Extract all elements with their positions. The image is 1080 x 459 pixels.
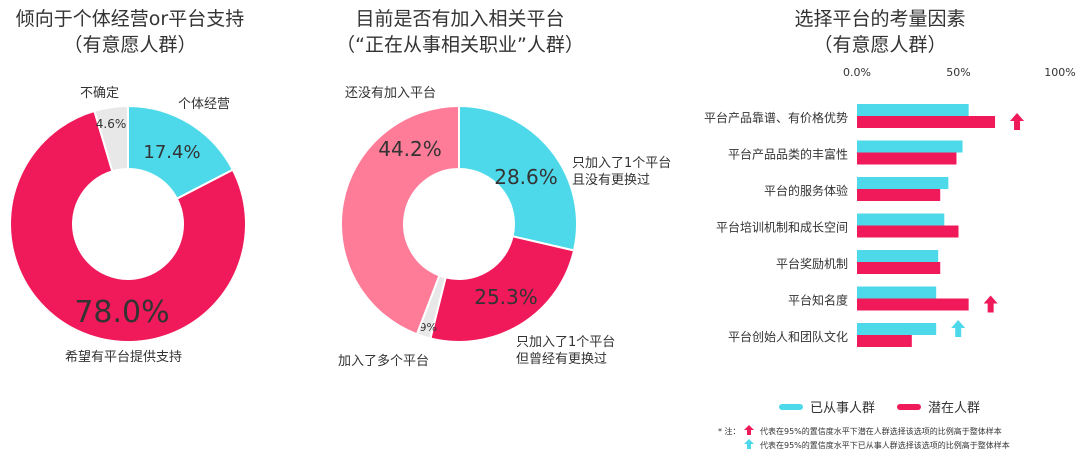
chart3-note-arrow-icon-0 bbox=[744, 425, 754, 435]
chart2-title-block: 目前是否有加入相关平台 （“正在从事相关职业”人群） bbox=[330, 6, 590, 58]
chart1-value-label-0: 17.4% bbox=[143, 142, 200, 163]
chart3-note-text-1: 代表在95%的置信度水平下已从事人群选择该选项的比例高于整体样本 bbox=[760, 440, 1010, 450]
chart3-title: 选择平台的考量因素 bbox=[794, 8, 966, 30]
chart3-subtitle: （有意愿人群） bbox=[813, 34, 947, 56]
chart2-subtitle: （“正在从事相关职业”人群） bbox=[336, 34, 584, 56]
chart3-significance-arrow-icon-0 bbox=[1010, 113, 1025, 130]
chart1-title: 倾向于个体经营or平台支持 bbox=[15, 8, 245, 30]
chart3-x-tick-2: 100% bbox=[1044, 66, 1075, 79]
chart3-category-label-4: 平台奖励机制 bbox=[776, 256, 848, 271]
chart3-bar-1-1 bbox=[857, 152, 957, 165]
chart2-value-label-3: 44.2% bbox=[378, 137, 442, 161]
chart3-category-label-3: 平台培训机制和成长空间 bbox=[716, 220, 848, 235]
chart2-slice-0 bbox=[458, 104, 578, 252]
chart3-title-block: 选择平台的考量因素 （有意愿人群） bbox=[770, 6, 990, 58]
chart3-category-label-1: 平台产品品类的丰富性 bbox=[728, 147, 848, 162]
chart3-bar-0-0 bbox=[857, 104, 969, 116]
chart3-bar-1-2 bbox=[857, 189, 941, 201]
chart3-note-text-0: 代表在95%的置信度水平下潜在人群选择该选项的比例高于整体样本 bbox=[760, 426, 1002, 436]
chart3-bar-0-3 bbox=[857, 213, 945, 226]
chart1-slice-1 bbox=[9, 109, 247, 343]
chart2-category-label-0: 只加入了1个平台且没有更换过 bbox=[572, 156, 671, 188]
chart3-category-label-0: 平台产品靠谱、有价格优势 bbox=[704, 110, 848, 125]
chart2-title: 目前是否有加入相关平台 bbox=[355, 8, 565, 30]
chart1-category-label-1: 希望有平台提供支持 bbox=[65, 349, 182, 365]
chart3-bar-0-4 bbox=[857, 250, 939, 262]
chart3-note-arrow-icon-1 bbox=[744, 439, 754, 449]
chart3-x-tick-0: 0.0% bbox=[843, 66, 871, 79]
chart3-bar-1-3 bbox=[857, 225, 959, 238]
chart2-category-label-1: 只加入了1个平台但曾经有更换过 bbox=[516, 335, 615, 367]
chart1-subtitle: （有意愿人群） bbox=[63, 34, 197, 56]
chart3-x-tick-1: 50% bbox=[946, 66, 970, 79]
chart3-significance-arrow-icon-1 bbox=[983, 295, 998, 313]
chart3-bar-1-5 bbox=[857, 298, 969, 311]
chart3-category-label-6: 平台创始人和团队文化 bbox=[728, 329, 848, 344]
chart3-bar-0-5 bbox=[857, 286, 937, 299]
chart1-category-label-0: 个体经营 bbox=[178, 97, 230, 112]
chart2-value-label-0: 28.6% bbox=[494, 165, 558, 189]
chart1-slice-0 bbox=[127, 104, 235, 201]
chart3-legend-label-0: 已从事人群 bbox=[810, 401, 875, 416]
chart3-category-label-5: 平台知名度 bbox=[788, 293, 848, 308]
chart2-category-label-3: 还没有加入平台 bbox=[345, 86, 436, 101]
chart3-bar-1-0 bbox=[857, 116, 996, 128]
chart1-slice-2 bbox=[93, 104, 129, 173]
chart1-title-block: 倾向于个体经营or平台支持 （有意愿人群） bbox=[10, 6, 250, 58]
chart3-bar-0-1 bbox=[857, 140, 963, 153]
chart3-bar-0-2 bbox=[857, 177, 949, 189]
chart3-note-prefix-0: * 注： bbox=[718, 426, 741, 436]
chart3-legend-label-1: 潜在人群 bbox=[928, 401, 980, 416]
chart3-significance-arrow-icon-2 bbox=[951, 320, 966, 337]
chart2-slice-3 bbox=[340, 104, 460, 336]
chart1-value-label-2: 4.6% bbox=[96, 117, 127, 131]
chart3-bar-1-6 bbox=[857, 335, 912, 347]
chart3-category-label-2: 平台的服务体验 bbox=[764, 183, 848, 198]
chart1-value-label-1: 78.0% bbox=[74, 295, 169, 330]
chart3-bar-1-4 bbox=[857, 262, 941, 274]
chart3-bar-0-6 bbox=[857, 323, 937, 335]
chart2-slice-1 bbox=[429, 235, 576, 343]
chart1-category-label-2: 不确定 bbox=[80, 86, 119, 101]
chart2-value-label-1: 25.3% bbox=[474, 285, 538, 309]
chart2-category-label-2: 加入了多个平台 bbox=[338, 353, 429, 369]
